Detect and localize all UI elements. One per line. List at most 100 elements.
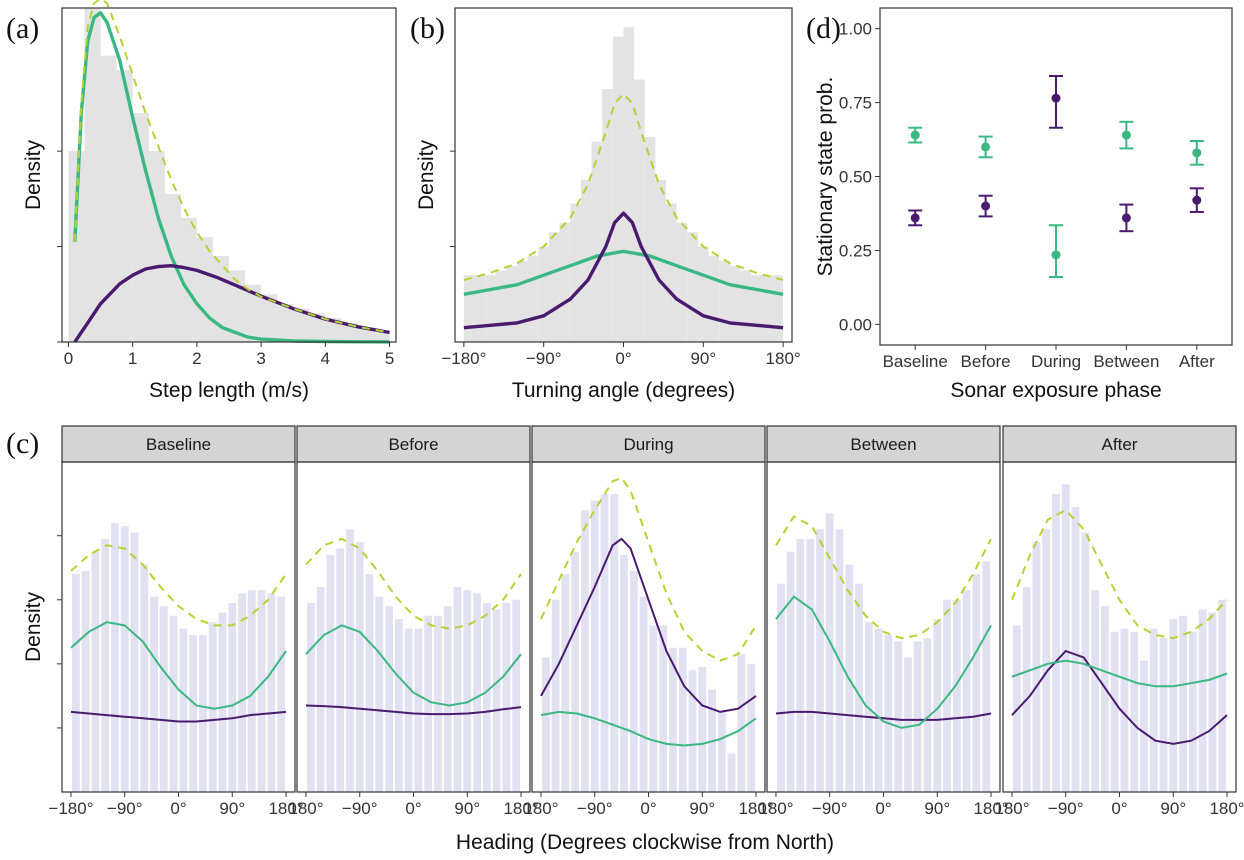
x-tick-label: 1: [128, 349, 137, 368]
x-tick-label: −90°: [342, 799, 378, 818]
heading-hist-bar: [904, 657, 912, 792]
x-tick-label: 180°: [766, 349, 801, 368]
heading-hist-bar: [1091, 590, 1099, 792]
turning-angle-hist-bar: [559, 222, 571, 342]
step-length-hist-bar: [116, 70, 133, 342]
y-tick-label: 0.75: [839, 94, 872, 113]
heading-hist-bar: [1179, 615, 1187, 792]
x-tick-label: 4: [321, 349, 330, 368]
panel-label: (b): [410, 12, 445, 45]
x-tick-label: −90°: [526, 349, 562, 368]
x-tick-label: 180°: [288, 799, 323, 818]
heading-hist-bar: [169, 615, 178, 792]
heading-hist-bar: [1100, 606, 1109, 792]
heading-hist-bar: [923, 638, 932, 792]
heading-hist-bar: [140, 564, 149, 792]
heading-hist-bar: [796, 538, 805, 792]
facet-strip-label: Between: [850, 435, 916, 454]
heading-hist-bar: [639, 596, 648, 792]
heading-hist-bar: [610, 494, 619, 792]
x-tick-label: 0°: [1111, 799, 1127, 818]
heading-overall-curve: [540, 476, 757, 662]
heading-overall-curve: [305, 537, 522, 630]
step-length-hist-bar: [277, 303, 294, 342]
step-length-hist-bar: [180, 217, 197, 342]
x-tick-label: 0°: [405, 799, 421, 818]
turning-angle-hist-bar: [740, 270, 752, 342]
facet-strip: [766, 425, 1001, 463]
heading-hist-bar: [512, 599, 521, 792]
heading-hist-bar: [365, 574, 374, 792]
step-length-hist-bar: [84, 8, 101, 342]
heading-stationary-curve: [70, 710, 287, 723]
moving-point: [1192, 148, 1202, 158]
heading-hist-bar: [1159, 638, 1168, 792]
moving-point: [981, 142, 991, 152]
heading-hist-bar: [1140, 660, 1148, 792]
x-axis-title: Sonar exposure phase: [950, 379, 1161, 402]
heading-hist-bar: [346, 529, 354, 792]
turning-angle-hist-bar: [708, 256, 720, 342]
heading-overall-curve: [775, 515, 992, 640]
step-length-hist-bar: [341, 322, 358, 342]
turning-angle-hist-bar: [666, 203, 677, 342]
heading-hist-bar: [101, 538, 110, 792]
turning-angle-hist-bar: [506, 265, 517, 342]
heading-hist-bar: [620, 554, 628, 792]
heading-hist-bar: [1042, 529, 1051, 792]
x-tick-label: During: [1031, 352, 1081, 371]
heading-hist-bar: [1188, 631, 1197, 792]
heading-hist-bar: [1061, 484, 1070, 792]
heading-hist-bar: [1052, 494, 1060, 792]
heading-hist-bar: [786, 551, 795, 792]
turning-angle-hist-bar: [570, 203, 581, 342]
turning-angle-hist-bar: [485, 275, 496, 342]
heading-hist-bar: [561, 574, 570, 792]
facet-strip: [531, 425, 766, 463]
heading-hist-bar: [590, 500, 599, 792]
x-tick-label: −90°: [812, 799, 848, 818]
step-length-stationary-curve: [73, 264, 390, 343]
heading-hist-bar: [1149, 628, 1158, 792]
step-length-hist-bar: [373, 332, 390, 342]
turning-angle-moving-curve: [463, 249, 784, 296]
heading-hist-bar: [355, 542, 364, 792]
panel-label: (c): [6, 427, 39, 460]
heading-overall-curve: [1011, 508, 1228, 640]
stationary-point: [910, 213, 920, 223]
x-tick-label: 180°: [973, 799, 1008, 818]
heading-hist-bar: [111, 522, 119, 792]
step-length-hist-bar: [293, 308, 310, 342]
heading-moving-curve: [540, 710, 757, 747]
panel-label: (d): [806, 12, 841, 45]
x-tick-label: 0: [64, 349, 73, 368]
x-tick-label: 90°: [690, 349, 716, 368]
heading-hist-bar: [247, 590, 256, 792]
heading-hist-bar: [218, 612, 227, 792]
x-tick-label: −90°: [1048, 799, 1084, 818]
x-tick-label: 2: [192, 349, 201, 368]
turning-angle-hist-bar: [495, 270, 507, 342]
turning-angle-stationary-curve: [463, 211, 784, 330]
turning-angle-hist-bar: [676, 222, 688, 342]
heading-hist-bar: [228, 603, 237, 792]
moving-point: [1121, 130, 1131, 140]
heading-hist-bar: [443, 606, 452, 792]
x-axis-title: Turning angle (degrees): [512, 379, 735, 402]
x-tick-label: 0°: [640, 799, 656, 818]
heading-hist-bar: [1120, 628, 1129, 792]
heading-hist-bar: [1169, 619, 1178, 792]
heading-hist-bar: [463, 590, 472, 792]
x-axis-title: Step length (m/s): [149, 379, 309, 402]
x-tick-label: 180°: [758, 799, 793, 818]
heading-hist-bar: [629, 570, 638, 792]
turning-angle-hist-bar: [751, 275, 762, 342]
heading-hist-bar: [150, 596, 158, 792]
x-tick-label: Before: [961, 352, 1011, 371]
x-tick-label: 90°: [219, 799, 245, 818]
step-length-hist-bar: [68, 151, 85, 342]
heading-hist-bar: [394, 619, 403, 792]
turning-angle-hist-bar: [772, 275, 784, 342]
